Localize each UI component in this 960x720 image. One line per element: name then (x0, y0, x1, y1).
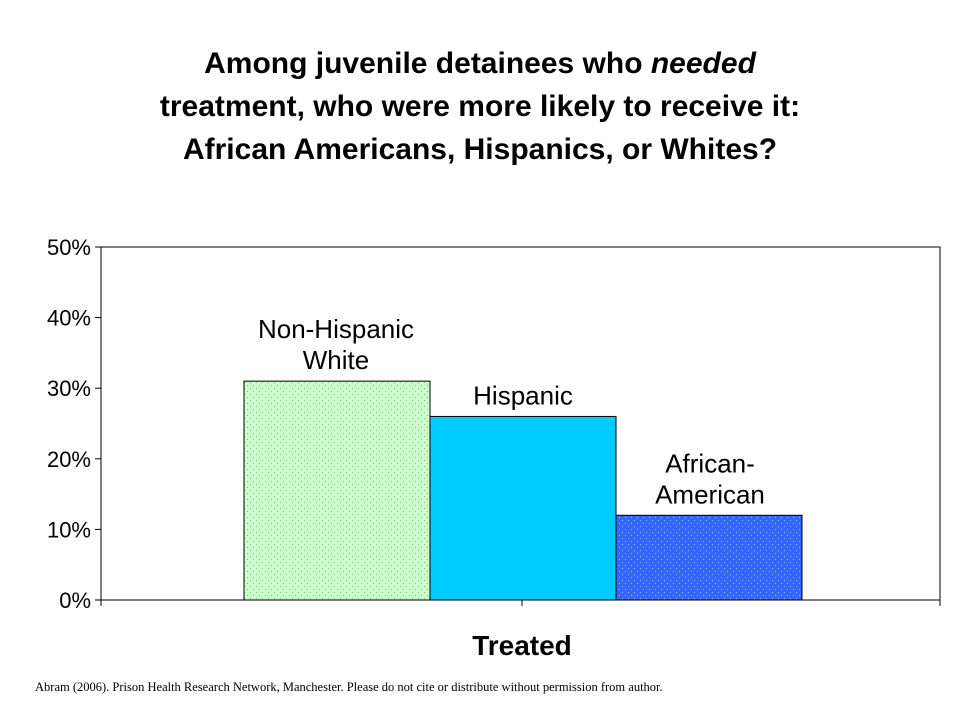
bar-label-hispanic: Hispanic (473, 380, 573, 410)
bar-label-african-american: African- (665, 448, 755, 478)
bar-label-african-american: American (655, 479, 765, 509)
chart-title: Among juvenile detainees who needed trea… (40, 42, 920, 171)
title-emphasis: needed (650, 47, 756, 80)
x-category-label: Treated (472, 630, 572, 661)
y-tick-label: 10% (47, 517, 91, 542)
source-footnote: Abram (2006). Prison Health Research Net… (35, 680, 663, 694)
title-line-3: African Americans, Hispanics, or Whites? (182, 133, 778, 166)
y-tick-label: 0% (59, 588, 91, 613)
bar-african-american (615, 514, 803, 601)
title-line-2: treatment, who were more likely to recei… (159, 90, 801, 123)
x-axis: Treated (100, 600, 941, 661)
y-tick-label: 40% (47, 306, 91, 331)
y-tick-label: 50% (47, 235, 91, 260)
y-tick-label: 20% (47, 447, 91, 472)
title-line-1-text: Among juvenile detainees who (204, 47, 651, 80)
title-line-1: Among juvenile detainees who needed (204, 47, 756, 80)
y-axis: 0% 10% 20% 30% 40% 50% (47, 235, 101, 613)
bar-label-non-hispanic-white: Non-Hispanic (258, 314, 414, 344)
bar-label-non-hispanic-white: White (303, 345, 369, 375)
bar-non-hispanic-white (243, 380, 431, 601)
bar-hispanic (429, 415, 617, 601)
y-tick-label: 30% (47, 376, 91, 401)
bars (243, 380, 803, 601)
